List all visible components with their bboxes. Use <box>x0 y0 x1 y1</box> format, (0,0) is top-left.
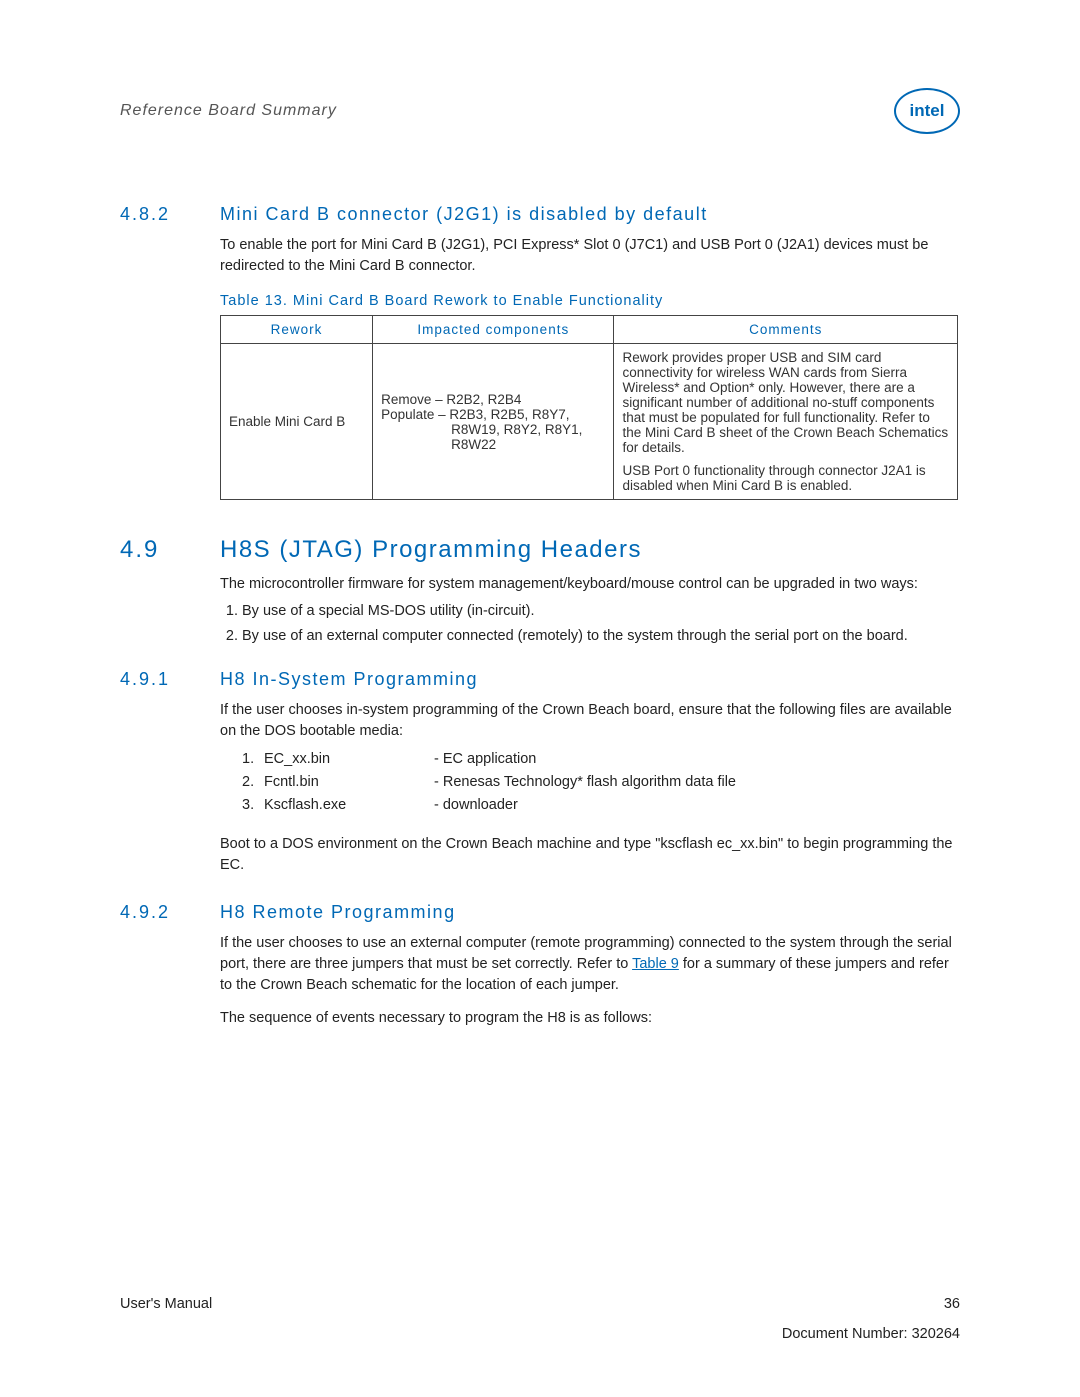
comments-p1: Rework provides proper USB and SIM card … <box>622 350 949 455</box>
file-name: EC_xx.bin <box>264 748 434 771</box>
section-49-heading: 4.9 H8S (JTAG) Programming Headers <box>120 536 960 564</box>
section-49-body: The microcontroller firmware for system … <box>220 574 960 647</box>
th-comments: Comments <box>614 316 958 344</box>
section-49-para: The microcontroller firmware for system … <box>220 576 918 592</box>
section-title: H8 In-System Programming <box>220 669 478 690</box>
section-492-heading: 4.9.2 H8 Remote Programming <box>120 902 960 923</box>
section-492-body: If the user chooses to use an external c… <box>220 933 960 1029</box>
cell-rework: Enable Mini Card B <box>221 344 373 500</box>
file-idx: 2. <box>242 771 264 794</box>
section-title: Mini Card B connector (J2G1) is disabled… <box>220 204 708 225</box>
impacted-line: R8W19, R8Y2, R8Y1, <box>451 422 605 437</box>
cell-impacted: Remove – R2B2, R2B4 Populate – R2B3, R2B… <box>373 344 614 500</box>
table-9-link[interactable]: Table 9 <box>632 956 679 972</box>
comments-p2: USB Port 0 functionality through connect… <box>622 463 949 493</box>
breadcrumb: Reference Board Summary <box>120 102 337 120</box>
section-number: 4.9 <box>120 536 220 564</box>
list-item: By use of a special MS-DOS utility (in-c… <box>242 601 960 622</box>
section-491-body: If the user chooses in-system programmin… <box>220 700 960 876</box>
table-row: Enable Mini Card B Remove – R2B2, R2B4 P… <box>221 344 958 500</box>
impacted-line: R8W22 <box>451 437 605 452</box>
page: Reference Board Summary intel 4.8.2 Mini… <box>0 0 1080 1397</box>
section-491-para1: If the user chooses in-system programmin… <box>220 700 960 742</box>
cell-comments: Rework provides proper USB and SIM card … <box>614 344 958 500</box>
page-header: Reference Board Summary intel <box>120 88 960 134</box>
table-13-caption: Table 13. Mini Card B Board Rework to En… <box>220 293 960 309</box>
file-desc: - EC application <box>434 748 960 771</box>
impacted-line: Populate – R2B3, R2B5, R8Y7, <box>381 407 605 422</box>
table-13: Rework Impacted components Comments Enab… <box>220 315 958 500</box>
file-list: 1. EC_xx.bin - EC application 2. Fcntl.b… <box>242 748 960 818</box>
page-number: 36 <box>944 1296 960 1312</box>
table-header-row: Rework Impacted components Comments <box>221 316 958 344</box>
file-name: Kscflash.exe <box>264 794 434 817</box>
list-item: By use of an external computer connected… <box>242 626 960 647</box>
section-492-para1: If the user chooses to use an external c… <box>220 933 960 996</box>
section-number: 4.9.2 <box>120 902 220 923</box>
section-491-para2: Boot to a DOS environment on the Crown B… <box>220 834 960 876</box>
section-number: 4.8.2 <box>120 204 220 225</box>
section-482-heading: 4.8.2 Mini Card B connector (J2G1) is di… <box>120 204 960 225</box>
file-idx: 1. <box>242 748 264 771</box>
file-row: 3. Kscflash.exe - downloader <box>242 794 960 817</box>
page-footer: User's Manual 36 Document Number: 320264 <box>120 1296 960 1342</box>
footer-docnum: Document Number: 320264 <box>120 1326 960 1342</box>
section-492-para2: The sequence of events necessary to prog… <box>220 1008 960 1029</box>
file-name: Fcntl.bin <box>264 771 434 794</box>
th-rework: Rework <box>221 316 373 344</box>
impacted-line: Remove – R2B2, R2B4 <box>381 392 605 407</box>
intel-logo-text: intel <box>910 101 945 121</box>
section-491-heading: 4.9.1 H8 In-System Programming <box>120 669 960 690</box>
file-idx: 3. <box>242 794 264 817</box>
section-title: H8 Remote Programming <box>220 902 456 923</box>
file-desc: - downloader <box>434 794 960 817</box>
section-number: 4.9.1 <box>120 669 220 690</box>
th-impacted: Impacted components <box>373 316 614 344</box>
section-482-body: To enable the port for Mini Card B (J2G1… <box>220 235 960 277</box>
footer-left: User's Manual <box>120 1296 212 1312</box>
footer-row1: User's Manual 36 <box>120 1296 960 1312</box>
file-desc: - Renesas Technology* flash algorithm da… <box>434 771 960 794</box>
section-49-list: By use of a special MS-DOS utility (in-c… <box>220 601 960 647</box>
intel-logo: intel <box>894 88 960 134</box>
section-title: H8S (JTAG) Programming Headers <box>220 536 642 564</box>
file-row: 2. Fcntl.bin - Renesas Technology* flash… <box>242 771 960 794</box>
file-row: 1. EC_xx.bin - EC application <box>242 748 960 771</box>
